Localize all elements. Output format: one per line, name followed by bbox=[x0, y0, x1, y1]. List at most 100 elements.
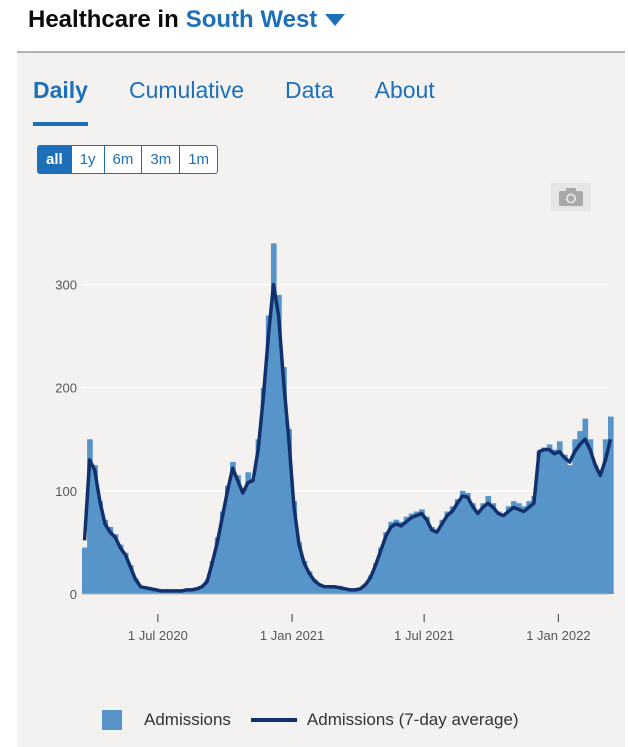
x-tick-label: 1 Jul 2020 bbox=[128, 628, 188, 643]
legend-swatch-7-day-average bbox=[250, 718, 297, 722]
admissions-bar bbox=[500, 513, 507, 594]
admissions-bar bbox=[122, 552, 129, 594]
admissions-bar bbox=[127, 565, 134, 594]
admissions-bar bbox=[148, 588, 155, 594]
y-tick-label: 200 bbox=[55, 381, 77, 396]
admissions-bar bbox=[240, 490, 246, 594]
admissions-bar bbox=[449, 506, 456, 594]
admissions-bar bbox=[378, 547, 384, 594]
admissions-bar bbox=[383, 532, 389, 594]
admissions-bar bbox=[388, 521, 395, 594]
admissions-bar bbox=[117, 544, 124, 594]
admissions-bar bbox=[521, 506, 527, 594]
admissions-bar bbox=[255, 439, 262, 594]
admissions-bar bbox=[536, 451, 543, 594]
tab-bar: Daily Cumulative Data About bbox=[33, 77, 476, 126]
admissions-bar bbox=[562, 454, 568, 594]
admissions-bar bbox=[316, 583, 323, 594]
admissions-bar bbox=[250, 478, 257, 594]
admissions-bar bbox=[556, 441, 563, 594]
page-heading: Healthcare in South West bbox=[28, 2, 346, 38]
admissions-bar bbox=[551, 449, 558, 594]
admissions-bar bbox=[184, 589, 190, 594]
admissions-bar bbox=[510, 501, 517, 594]
legend-label-7-day-average: Admissions (7-day average) bbox=[306, 710, 519, 729]
range-3m-button[interactable]: 3m bbox=[142, 146, 181, 173]
admissions-bar bbox=[444, 511, 451, 594]
admissions-bar bbox=[189, 589, 195, 594]
admissions-bar bbox=[230, 461, 236, 594]
admissions-bar bbox=[439, 519, 446, 594]
admissions-bar bbox=[133, 578, 139, 594]
admissions-bar bbox=[516, 503, 522, 594]
admissions-bar bbox=[327, 585, 333, 594]
admissions-bar bbox=[270, 243, 277, 595]
admissions-bar bbox=[209, 560, 216, 594]
admissions-bar bbox=[306, 571, 313, 594]
tab-data[interactable]: Data bbox=[285, 77, 334, 103]
admissions-bar bbox=[153, 589, 160, 594]
admissions-bar bbox=[475, 511, 481, 594]
axis-layer: 0 100 200 300 1 Jul 2020 1 Jan 2021 1 Jul 2021… bbox=[55, 278, 608, 643]
admissions-bar bbox=[138, 585, 144, 594]
range-all-button[interactable]: all bbox=[38, 146, 72, 173]
admissions-bar bbox=[265, 315, 272, 594]
admissions-bar bbox=[112, 534, 119, 594]
admissions-bar bbox=[531, 496, 538, 594]
admissions-bar bbox=[526, 501, 532, 594]
legend-label-admissions: Admissions bbox=[144, 710, 231, 729]
admissions-bar bbox=[214, 537, 221, 594]
admissions-bar bbox=[311, 579, 318, 594]
admissions-bar bbox=[434, 530, 441, 594]
range-1y-button[interactable]: 1y bbox=[72, 146, 105, 173]
x-tick-label: 1 Jul 2021 bbox=[394, 628, 454, 643]
admissions-bar bbox=[276, 294, 282, 594]
admissions-bar bbox=[408, 513, 415, 594]
admissions-bar bbox=[337, 585, 343, 594]
admissions-bar bbox=[235, 475, 241, 594]
admissions-bar bbox=[577, 431, 584, 594]
admissions-bar bbox=[485, 496, 492, 594]
admissions-bar bbox=[143, 587, 149, 594]
admissions-bar bbox=[403, 516, 410, 594]
admissions-bar bbox=[424, 516, 430, 594]
admissions-bar bbox=[357, 587, 364, 594]
admissions-bar bbox=[454, 499, 461, 594]
area-selector[interactable]: South West bbox=[186, 6, 346, 34]
admissions-bar bbox=[465, 492, 471, 594]
admissions-bar bbox=[429, 526, 435, 594]
admissions-bar bbox=[490, 503, 497, 594]
admissions-bar bbox=[342, 587, 349, 594]
range-1m-button[interactable]: 1m bbox=[188, 151, 210, 168]
camera-icon[interactable] bbox=[551, 183, 591, 211]
admissions-bar bbox=[597, 472, 604, 594]
admissions-bar bbox=[87, 439, 93, 594]
admissions-bar bbox=[204, 579, 211, 594]
admissions-bar bbox=[546, 444, 553, 594]
admissions-bar bbox=[322, 585, 328, 594]
admissions-bar bbox=[332, 585, 338, 594]
admissions-bar bbox=[301, 560, 308, 594]
admissions-bar bbox=[245, 472, 252, 594]
admissions-bar bbox=[459, 490, 466, 594]
area-name[interactable]: South West bbox=[185, 6, 318, 33]
tab-daily[interactable]: Daily bbox=[33, 77, 88, 126]
x-tick-label: 1 Jan 2021 bbox=[260, 628, 324, 643]
tab-cumulative[interactable]: Cumulative bbox=[128, 77, 245, 103]
admissions-bar bbox=[107, 526, 114, 594]
series-line-7-day-average bbox=[82, 282, 613, 593]
chevron-down-icon[interactable] bbox=[325, 14, 346, 26]
admissions-bar bbox=[505, 506, 512, 594]
time-range-selector: all 1y 6m 3m 1m bbox=[37, 145, 219, 174]
admissions-bar bbox=[592, 465, 599, 594]
y-tick-label: 300 bbox=[55, 278, 77, 293]
admissions-bar bbox=[567, 465, 573, 594]
admissions-bar bbox=[291, 501, 298, 594]
admissions-bar bbox=[102, 519, 109, 594]
admissions-bar bbox=[224, 485, 231, 594]
admissions-bar bbox=[260, 387, 267, 594]
tab-about[interactable]: About bbox=[374, 77, 435, 103]
range-6m-button[interactable]: 6m bbox=[105, 146, 143, 173]
admissions-bar bbox=[470, 503, 476, 594]
y-tick-label: 100 bbox=[55, 484, 77, 499]
